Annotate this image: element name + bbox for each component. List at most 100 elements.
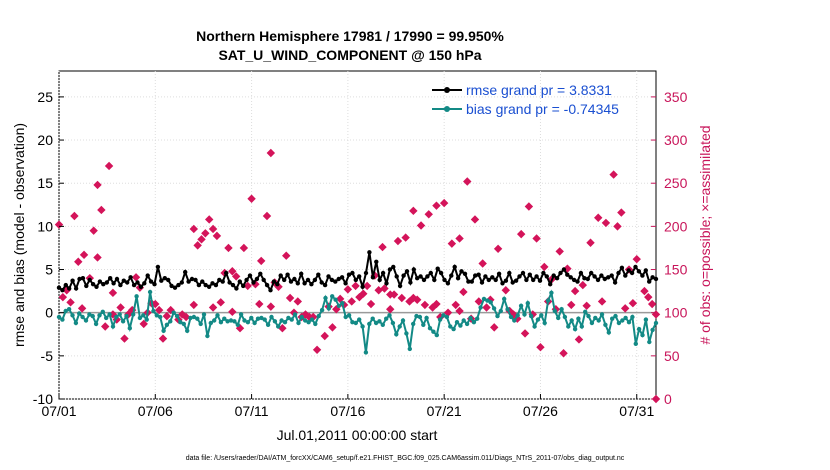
obs-marker xyxy=(420,300,430,310)
obs-marker xyxy=(343,285,353,294)
obs-marker xyxy=(520,329,530,338)
rmse-point xyxy=(626,268,631,273)
bias-point xyxy=(620,318,625,323)
rmse-point xyxy=(432,277,437,283)
obs-marker xyxy=(166,305,175,315)
obs-marker xyxy=(482,303,491,312)
obs-marker xyxy=(478,259,487,268)
legend-bias-marker xyxy=(444,106,450,112)
obs-marker xyxy=(278,324,287,333)
obs-marker xyxy=(228,267,237,276)
rmse-point xyxy=(227,280,232,285)
bias-point xyxy=(316,313,321,319)
bias-point xyxy=(552,308,557,314)
obs-marker xyxy=(463,177,472,186)
rmse-point xyxy=(554,276,560,281)
bias-point xyxy=(394,332,399,337)
bias-point xyxy=(380,322,385,327)
rmse-point xyxy=(217,277,222,283)
obs-marker xyxy=(516,229,526,239)
obs-marker xyxy=(335,294,345,304)
y-tick-label: -10 xyxy=(33,391,53,407)
obs-marker xyxy=(79,250,89,260)
rmse-point xyxy=(353,277,358,283)
obs-marker xyxy=(154,305,164,315)
bias-point xyxy=(188,315,193,321)
bias-point xyxy=(373,320,379,326)
rmse-point xyxy=(186,279,191,284)
rmse-point xyxy=(288,279,294,284)
obs-marker xyxy=(266,148,276,158)
bias-point xyxy=(411,321,416,327)
rmse-point xyxy=(183,269,188,275)
rmse-point xyxy=(346,272,352,277)
rmse-point xyxy=(380,270,386,276)
bias-point xyxy=(222,316,227,321)
bias-point xyxy=(124,313,129,319)
obs-marker xyxy=(282,251,291,260)
bias-point xyxy=(404,331,409,336)
rmse-point xyxy=(336,276,341,282)
obs-marker xyxy=(101,322,110,331)
obs-marker xyxy=(205,215,214,224)
bias-point xyxy=(397,324,402,329)
chart-subtitle: SAT_U_WIND_COMPONENT @ 150 hPa xyxy=(218,47,481,63)
bias-point xyxy=(154,313,159,318)
obs-marker xyxy=(416,221,426,230)
bias-point xyxy=(610,316,615,321)
bias-point xyxy=(448,324,453,329)
rmse-point xyxy=(633,264,638,270)
bias-point xyxy=(441,313,446,318)
obs-marker xyxy=(493,244,503,254)
bias-point xyxy=(235,322,240,327)
bias-point xyxy=(367,321,372,327)
rmse-point xyxy=(316,272,321,277)
obs-marker xyxy=(366,299,376,309)
obs-marker xyxy=(536,343,545,352)
rmse-point xyxy=(241,283,246,289)
obs-marker xyxy=(555,247,564,256)
rmse-point xyxy=(490,275,495,280)
bias-point xyxy=(330,294,335,299)
bias-point xyxy=(279,318,284,323)
bias-point xyxy=(346,313,352,318)
rmse-point xyxy=(339,275,345,280)
bias-point xyxy=(70,313,75,318)
rmse-point xyxy=(108,276,113,281)
rmse-point xyxy=(67,286,72,291)
rmse-point xyxy=(261,277,266,283)
y2-tick-label: 250 xyxy=(664,175,688,191)
bias-point xyxy=(424,315,429,321)
bias-point xyxy=(400,318,406,323)
rmse-point xyxy=(469,279,474,284)
obs-marker xyxy=(74,257,83,266)
rmse-series xyxy=(56,250,659,293)
rmse-point xyxy=(189,276,195,282)
obs-marker xyxy=(424,210,433,219)
bias-point xyxy=(215,313,220,318)
obs-marker xyxy=(285,293,295,303)
bias-point xyxy=(475,316,480,321)
bias-point xyxy=(205,333,210,339)
bias-point xyxy=(326,306,331,311)
rmse-point xyxy=(483,274,488,279)
rmse-point xyxy=(200,279,205,284)
obs-marker xyxy=(212,231,222,241)
obs-marker xyxy=(178,310,187,319)
bias-point xyxy=(525,301,530,306)
obs-marker xyxy=(455,234,464,243)
bias-point xyxy=(414,313,419,319)
x-axis-label: Jul.01,2011 00:00:00 start xyxy=(277,427,438,443)
rmse-point xyxy=(305,277,311,283)
bias-point xyxy=(242,318,247,323)
y2-tick-label: 150 xyxy=(664,262,688,278)
rmse-point xyxy=(425,274,430,279)
bias-point xyxy=(630,314,635,320)
obs-marker xyxy=(247,194,256,203)
bias-point xyxy=(360,324,365,329)
rmse-point xyxy=(612,280,618,285)
bias-point xyxy=(407,346,412,352)
obs-marker xyxy=(120,334,129,343)
bias-point xyxy=(144,317,149,322)
bias-point xyxy=(596,318,601,323)
